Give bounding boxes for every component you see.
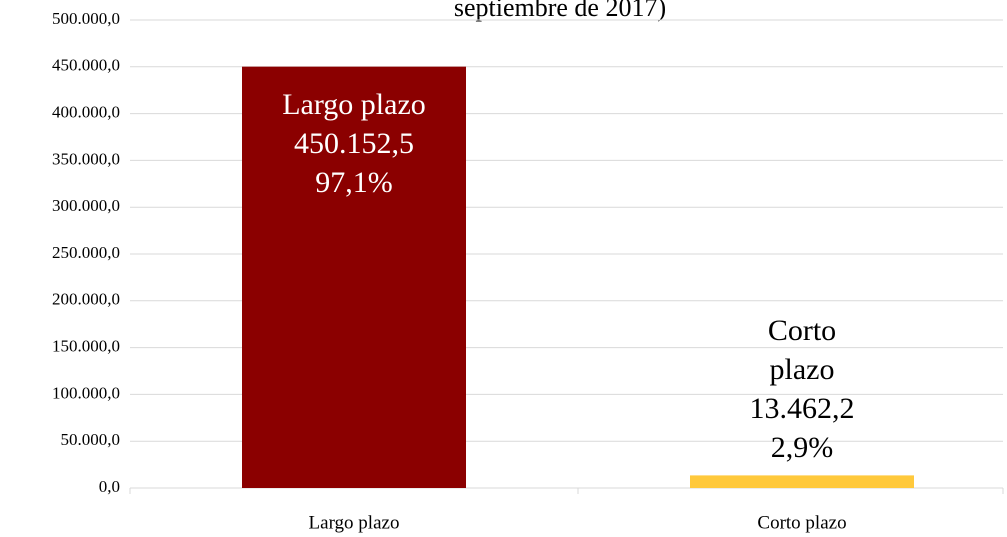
data-label-percent: 2,9%: [770, 431, 834, 465]
data-label-category: Largo plazo: [282, 87, 426, 121]
chart-title: septiembre de 2017): [454, 0, 666, 22]
y-tick-label: 500.000,0: [52, 9, 120, 28]
y-tick-label: 200.000,0: [52, 290, 120, 309]
data-label-percent: 97,1%: [315, 165, 393, 199]
y-tick-label: 350.000,0: [52, 149, 120, 168]
data-label: Largo plazo 450.152,5 97,1%: [242, 85, 466, 202]
y-tick-label: 400.000,0: [52, 103, 120, 122]
bar: [242, 66, 466, 488]
data-label-value: 13.462,2: [749, 392, 855, 426]
x-tick-label: Corto plazo: [757, 512, 846, 533]
y-tick-label: 250.000,0: [52, 243, 120, 262]
y-tick-label: 300.000,0: [52, 196, 120, 215]
bar: [690, 475, 914, 488]
data-label-category: Corto plazo: [767, 314, 837, 387]
y-tick-label: 50.000,0: [61, 430, 121, 449]
y-tick-label: 100.000,0: [52, 383, 120, 402]
data-label-value: 450.152,5: [294, 126, 414, 160]
data-label: Corto plazo 13.462,2 2,9%: [732, 311, 872, 467]
y-tick-label: 0,0: [99, 477, 120, 496]
y-tick-label: 150.000,0: [52, 337, 120, 356]
x-tick-label: Largo plazo: [309, 512, 400, 533]
y-tick-label: 450.000,0: [52, 56, 120, 75]
